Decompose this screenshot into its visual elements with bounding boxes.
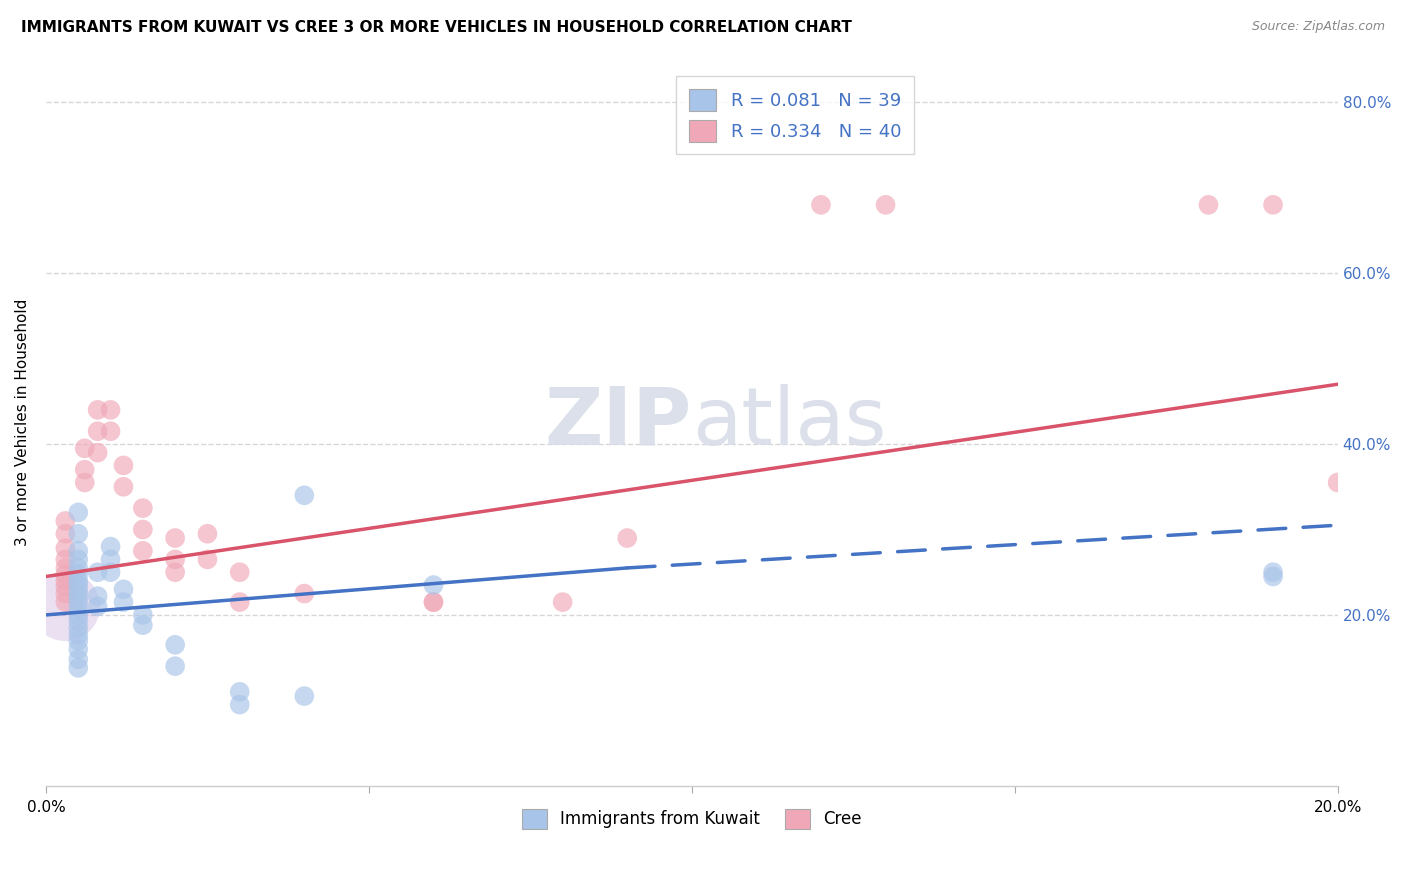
- Point: [422, 578, 444, 592]
- Point: [53, 526, 76, 541]
- Text: atlas: atlas: [692, 384, 886, 462]
- Point: [197, 552, 219, 566]
- Y-axis label: 3 or more Vehicles in Household: 3 or more Vehicles in Household: [15, 299, 30, 547]
- Point: [67, 633, 90, 648]
- Point: [112, 458, 135, 473]
- Point: [53, 561, 76, 575]
- Point: [67, 621, 90, 635]
- Point: [53, 595, 76, 609]
- Point: [616, 531, 638, 545]
- Point: [67, 652, 90, 666]
- Point: [165, 531, 187, 545]
- Point: [67, 505, 90, 519]
- Point: [53, 514, 76, 528]
- Point: [132, 501, 155, 516]
- Text: Source: ZipAtlas.com: Source: ZipAtlas.com: [1251, 20, 1385, 33]
- Point: [53, 541, 76, 556]
- Point: [292, 488, 315, 502]
- Point: [86, 445, 108, 459]
- Point: [53, 580, 76, 594]
- Point: [67, 627, 90, 641]
- Point: [422, 595, 444, 609]
- Point: [53, 574, 76, 588]
- Point: [67, 561, 90, 575]
- Point: [67, 552, 90, 566]
- Point: [112, 480, 135, 494]
- Point: [875, 198, 897, 212]
- Point: [292, 689, 315, 703]
- Point: [422, 595, 444, 609]
- Text: ZIP: ZIP: [544, 384, 692, 462]
- Point: [292, 586, 315, 600]
- Point: [86, 424, 108, 438]
- Point: [67, 589, 90, 603]
- Point: [67, 574, 90, 588]
- Point: [100, 540, 122, 554]
- Point: [165, 552, 187, 566]
- Point: [228, 595, 250, 609]
- Legend: Immigrants from Kuwait, Cree: Immigrants from Kuwait, Cree: [515, 802, 869, 836]
- Point: [228, 698, 250, 712]
- Point: [1261, 569, 1284, 583]
- Point: [73, 442, 96, 456]
- Point: [1261, 565, 1284, 579]
- Point: [132, 607, 155, 622]
- Point: [67, 595, 90, 609]
- Point: [53, 599, 76, 614]
- Point: [53, 567, 76, 582]
- Point: [165, 659, 187, 673]
- Point: [67, 526, 90, 541]
- Point: [228, 565, 250, 579]
- Point: [165, 638, 187, 652]
- Point: [67, 661, 90, 675]
- Point: [165, 565, 187, 579]
- Point: [53, 552, 76, 566]
- Point: [112, 582, 135, 597]
- Point: [67, 566, 90, 581]
- Point: [100, 565, 122, 579]
- Point: [86, 589, 108, 603]
- Point: [100, 403, 122, 417]
- Point: [67, 578, 90, 592]
- Point: [73, 463, 96, 477]
- Point: [1198, 198, 1220, 212]
- Point: [1326, 475, 1348, 490]
- Point: [67, 544, 90, 558]
- Point: [810, 198, 832, 212]
- Point: [100, 424, 122, 438]
- Point: [112, 595, 135, 609]
- Point: [67, 601, 90, 615]
- Text: IMMIGRANTS FROM KUWAIT VS CREE 3 OR MORE VEHICLES IN HOUSEHOLD CORRELATION CHART: IMMIGRANTS FROM KUWAIT VS CREE 3 OR MORE…: [21, 20, 852, 35]
- Point: [53, 586, 76, 600]
- Point: [86, 403, 108, 417]
- Point: [551, 595, 574, 609]
- Point: [67, 607, 90, 622]
- Point: [67, 614, 90, 628]
- Point: [132, 544, 155, 558]
- Point: [100, 552, 122, 566]
- Point: [132, 618, 155, 632]
- Point: [1261, 198, 1284, 212]
- Point: [86, 599, 108, 614]
- Point: [132, 523, 155, 537]
- Point: [86, 565, 108, 579]
- Point: [67, 642, 90, 657]
- Point: [67, 584, 90, 599]
- Point: [228, 685, 250, 699]
- Point: [197, 526, 219, 541]
- Point: [73, 475, 96, 490]
